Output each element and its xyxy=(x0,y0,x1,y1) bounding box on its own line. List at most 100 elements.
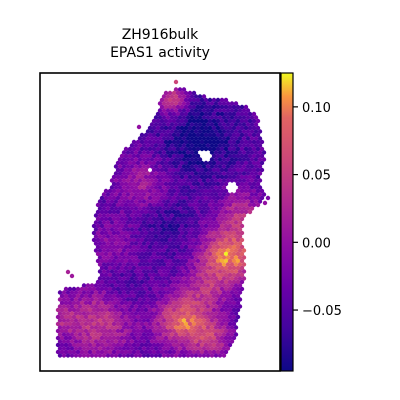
tissue-spot xyxy=(93,325,99,330)
tissue-spot xyxy=(199,286,205,292)
tissue-spot xyxy=(205,255,211,260)
tissue-spot xyxy=(251,139,257,145)
tissue-spot xyxy=(125,241,131,246)
tissue-spot xyxy=(161,164,167,169)
tissue-spot xyxy=(123,167,129,173)
tissue-spot xyxy=(235,188,241,194)
tissue-spot xyxy=(171,230,177,236)
tissue-spot xyxy=(71,286,77,292)
tissue-spot xyxy=(213,283,219,288)
tissue-spot xyxy=(191,230,197,236)
tissue-spot xyxy=(155,188,161,194)
tissue-spot xyxy=(243,209,249,215)
tissue-spot xyxy=(255,174,261,180)
tissue-spot xyxy=(93,353,99,358)
tissue-spot xyxy=(209,192,215,197)
tissue-spot xyxy=(105,220,111,225)
tissue-spot xyxy=(225,129,231,134)
tissue-spot xyxy=(97,276,103,281)
tissue-spot xyxy=(209,290,215,295)
tissue-spot xyxy=(113,276,119,281)
tissue-spot xyxy=(137,248,143,253)
tissue-spot xyxy=(189,129,195,134)
tissue-spot xyxy=(101,318,107,323)
tissue-spot xyxy=(145,304,151,309)
tissue-spot xyxy=(161,241,167,246)
tissue-spot xyxy=(183,146,189,152)
tissue-spot xyxy=(121,157,127,162)
tissue-spot xyxy=(259,139,265,145)
tissue-spot xyxy=(101,339,107,344)
tissue-spot xyxy=(57,311,63,316)
tissue-spot xyxy=(123,202,129,208)
tissue-spot xyxy=(223,97,229,103)
tissue-spot xyxy=(223,230,229,236)
tissue-spot xyxy=(227,251,233,257)
tissue-spot xyxy=(93,339,99,344)
tissue-spot xyxy=(147,160,153,166)
tissue-spot xyxy=(147,258,153,264)
tissue-spot xyxy=(223,202,229,208)
tissue-spot xyxy=(129,157,135,162)
tissue-spot xyxy=(193,297,199,302)
tissue-spot xyxy=(173,108,179,113)
tissue-spot xyxy=(159,300,165,306)
tissue-spot xyxy=(221,255,227,260)
tissue-spot xyxy=(169,136,175,141)
tissue-spot xyxy=(91,342,97,348)
tissue-spot xyxy=(191,195,197,201)
tissue-spot xyxy=(153,136,159,141)
tissue-spot xyxy=(71,328,77,334)
tissue-spot xyxy=(145,332,151,337)
tissue-spot xyxy=(163,223,169,229)
tissue-spot xyxy=(185,206,191,211)
tissue-spot xyxy=(87,328,93,334)
tissue-spot xyxy=(125,325,131,330)
tissue-spot xyxy=(209,108,215,113)
tissue-spot xyxy=(179,160,185,166)
tissue-spot xyxy=(185,157,191,162)
tissue-spot xyxy=(123,146,129,152)
tissue-spot xyxy=(165,199,171,204)
tissue-spot xyxy=(125,150,131,155)
tissue-spot xyxy=(217,192,223,197)
tissue-spot xyxy=(241,171,247,176)
tissue-spot xyxy=(193,150,199,155)
tissue-spot xyxy=(213,262,219,267)
tissue-spot xyxy=(145,325,151,330)
tissue-spot xyxy=(135,230,141,236)
tissue-spot xyxy=(103,279,109,285)
tissue-spot xyxy=(105,318,111,323)
tissue-spot xyxy=(217,108,223,113)
tissue-spot xyxy=(179,349,185,355)
tissue-spot xyxy=(169,248,175,253)
tissue-spot xyxy=(195,272,201,278)
tissue-spot xyxy=(123,272,129,278)
tissue-spot xyxy=(139,272,145,278)
tissue-spot xyxy=(105,325,111,330)
tissue-spot xyxy=(207,286,213,292)
tissue-spot xyxy=(131,139,137,145)
tissue-spot xyxy=(137,178,143,183)
tissue-spot xyxy=(147,195,153,201)
tissue-spot xyxy=(131,195,137,201)
tissue-spot xyxy=(121,206,127,211)
tissue-spot xyxy=(151,314,157,320)
tissue-spot xyxy=(189,94,195,99)
tissue-spot xyxy=(199,251,205,257)
tissue-spot xyxy=(57,297,63,302)
tissue-spot xyxy=(161,171,167,176)
tissue-spot xyxy=(95,279,101,285)
tissue-spot xyxy=(217,346,223,351)
tissue-spot xyxy=(199,202,205,208)
tissue-spot xyxy=(129,346,135,351)
tissue-spot xyxy=(207,181,213,187)
tissue-spot xyxy=(161,255,167,260)
tissue-spot xyxy=(249,143,255,148)
tissue-spot xyxy=(201,311,207,316)
tissue-spot xyxy=(225,332,231,337)
tissue-spot xyxy=(229,101,235,106)
tissue-spot xyxy=(115,265,121,271)
tissue-spot xyxy=(183,195,189,201)
tissue-spot xyxy=(75,293,81,299)
